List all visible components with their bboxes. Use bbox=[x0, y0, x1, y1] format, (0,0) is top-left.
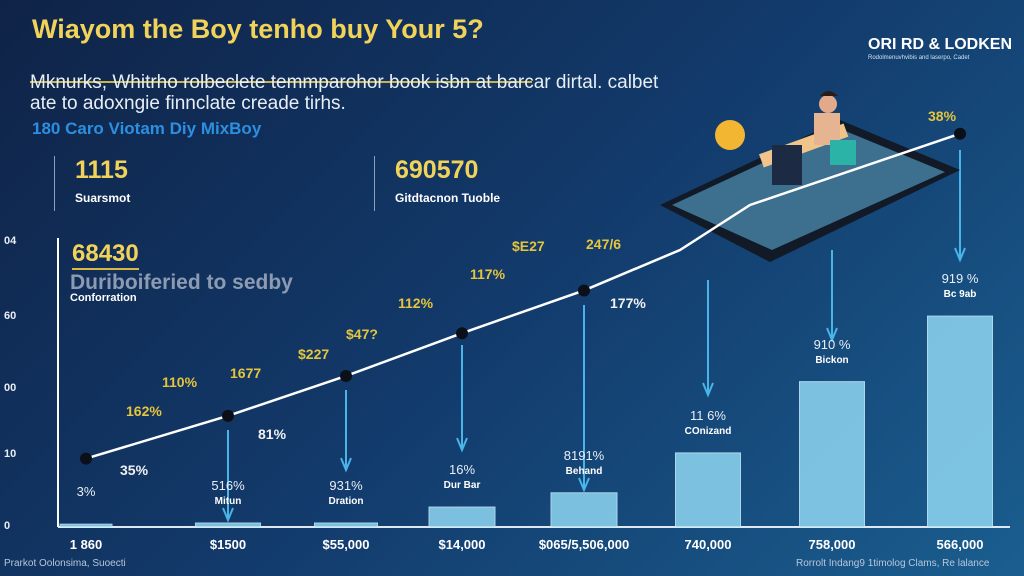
bar-percent: 16% bbox=[448, 462, 476, 478]
annotation: 177% bbox=[610, 295, 646, 311]
bar-name: Dur Bar bbox=[443, 480, 481, 492]
annotation: 112% bbox=[398, 295, 434, 311]
stat-card: 1115 Suarsmot bbox=[54, 156, 130, 211]
arrow-icon bbox=[340, 390, 352, 473]
bar-name: Bickon bbox=[815, 354, 849, 366]
bar-name: Mitun bbox=[214, 496, 242, 507]
annotation: 247/6 bbox=[586, 236, 622, 252]
bar-name: Bc 9ab bbox=[943, 289, 977, 301]
annotation: 110% bbox=[162, 374, 198, 390]
stat-value: 690570 bbox=[395, 156, 479, 184]
trend-line bbox=[85, 132, 961, 460]
bar-label: 919 % Bc 9ab bbox=[942, 271, 979, 300]
bar bbox=[799, 381, 865, 528]
bar bbox=[59, 523, 113, 528]
bar bbox=[195, 522, 261, 528]
x-tick-label: $065/5,506,000 bbox=[538, 537, 630, 552]
bar-percent: 931% bbox=[329, 478, 363, 493]
highlight-value: 68430 bbox=[72, 240, 139, 270]
subtitle: Mknurks, Whitrho rolbeclete temmparohor … bbox=[30, 72, 659, 114]
bar bbox=[314, 522, 378, 528]
bar-percent: 516% bbox=[211, 478, 245, 493]
line-point bbox=[456, 327, 468, 340]
y-tick-label: 10 bbox=[4, 448, 17, 460]
stat-label: Gitdtacnon Tuoble bbox=[395, 191, 501, 205]
arrow-icon bbox=[826, 250, 838, 343]
bar bbox=[927, 315, 993, 528]
stat-card: 690570 Gitdtacnon Tuoble bbox=[374, 156, 500, 211]
footer-source: Prarkot Oolonsima, Suoecti bbox=[4, 558, 126, 569]
annotation: $E27 bbox=[512, 238, 545, 254]
highlight-caption: Conforration bbox=[70, 292, 137, 304]
stat-label: Suarsmot bbox=[75, 191, 131, 205]
page-title: Wiayom the Boy tenho buy Your 5? bbox=[32, 14, 484, 44]
bar-label: 910 % Bickon bbox=[814, 337, 851, 366]
y-tick-label: 04 bbox=[4, 235, 17, 247]
arrow-icon bbox=[954, 150, 966, 263]
bar-percent: 910 % bbox=[813, 336, 851, 352]
bar-name: Behand bbox=[565, 465, 603, 477]
annotation: 38% bbox=[928, 108, 957, 124]
arrow-icon bbox=[578, 305, 590, 493]
bar-label: 11 6% COnizand bbox=[685, 408, 732, 437]
y-tick-label: 60 bbox=[4, 310, 17, 322]
line-point bbox=[954, 127, 966, 140]
x-tick-label: 1 860 bbox=[69, 537, 103, 552]
x-tick-label: $55,000 bbox=[322, 537, 370, 552]
line-point bbox=[222, 409, 234, 422]
arrow-icon bbox=[456, 345, 468, 453]
title-divider bbox=[30, 81, 532, 83]
annotation: 35% bbox=[120, 462, 149, 478]
bar-label: 516% Mitun bbox=[211, 478, 244, 507]
phone-illustration bbox=[660, 91, 960, 262]
bar-name: COnizand bbox=[684, 425, 732, 437]
bar-percent: 11 6% bbox=[690, 407, 726, 423]
x-tick-label: 566,000 bbox=[936, 537, 984, 552]
logo: ORI RD & LODKEN bbox=[868, 36, 1012, 53]
tagline: 180 Caro Viotam Diy MixBoy bbox=[32, 119, 262, 138]
footer-note: Rorrolt Indang9 1timolog Clams, Re lalan… bbox=[796, 558, 990, 569]
bar-label: 931% Dration bbox=[329, 478, 364, 507]
line-point bbox=[578, 284, 590, 297]
bar-label: 3% bbox=[77, 484, 96, 502]
annotation: $47? bbox=[346, 326, 378, 342]
highlight-label: Duriboiferied to sedby bbox=[70, 271, 293, 294]
annotation: 162% bbox=[126, 403, 162, 419]
coin-icon bbox=[715, 120, 745, 150]
bar-percent: 8191% bbox=[563, 447, 605, 463]
annotation: 117% bbox=[470, 266, 506, 282]
bar-label: 16% Dur Bar bbox=[444, 462, 481, 491]
stat-value: 1115 bbox=[75, 156, 128, 184]
x-tick-label: 758,000 bbox=[808, 537, 856, 552]
line-point bbox=[80, 452, 92, 465]
x-tick-label: $1500 bbox=[209, 537, 247, 552]
annotation: 81% bbox=[258, 426, 287, 442]
bar-label: 8191% Behand bbox=[564, 448, 604, 477]
bar-percent: 3% bbox=[76, 484, 96, 500]
bar-name: Dration bbox=[328, 496, 364, 507]
arrow-icon bbox=[222, 430, 234, 523]
bar bbox=[675, 452, 741, 528]
x-tick-label: $14,000 bbox=[438, 537, 486, 552]
logo-tagline: Rodolmenuvhvibis and laserpo, Cadet bbox=[868, 55, 970, 61]
y-tick-label: 0 bbox=[4, 520, 11, 532]
bar bbox=[428, 506, 496, 528]
bar-percent: 919 % bbox=[941, 271, 979, 287]
x-tick-label: 740,000 bbox=[684, 537, 732, 552]
annotation: 1677 bbox=[230, 365, 262, 381]
arrow-icon bbox=[702, 280, 714, 398]
y-tick-label: 00 bbox=[4, 382, 17, 394]
annotation: $227 bbox=[298, 346, 330, 362]
bar bbox=[550, 492, 618, 528]
line-point bbox=[340, 369, 352, 382]
